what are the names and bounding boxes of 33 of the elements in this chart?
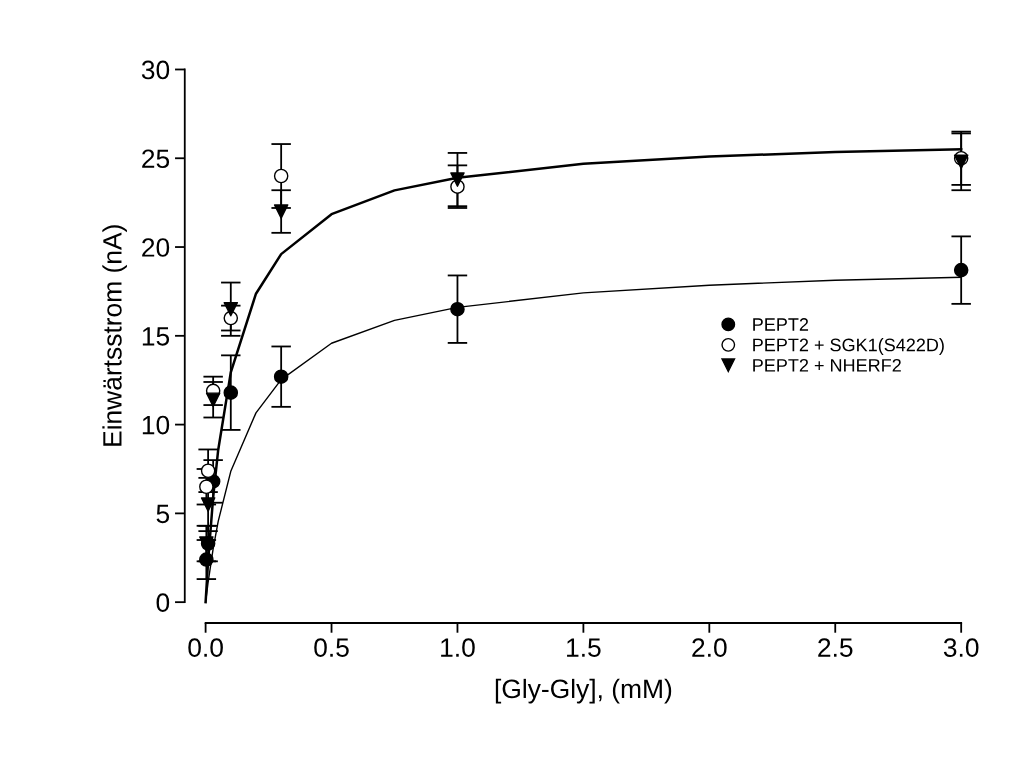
point xyxy=(199,552,214,567)
point xyxy=(450,172,465,187)
x-axis-title: [Gly-Gly], (mM) xyxy=(495,678,672,704)
point xyxy=(450,301,465,317)
x-tick-label: 3.0 xyxy=(943,638,979,657)
point xyxy=(223,385,239,400)
point xyxy=(205,392,221,408)
y-tick-label: 15 xyxy=(142,327,170,346)
y-tick-label: 25 xyxy=(142,149,170,169)
point xyxy=(953,262,969,278)
x-tick-label: 1.5 xyxy=(567,638,601,657)
point xyxy=(953,154,969,170)
y-tick-label: 20 xyxy=(142,238,170,257)
legend-label: PEPT2 + NHERF2 xyxy=(753,358,901,372)
point xyxy=(223,301,239,317)
point xyxy=(200,463,216,479)
legend-label: PEPT2 + SGK1(S422D) xyxy=(753,338,944,355)
point xyxy=(200,497,216,512)
y-axis-title: Einwärtsstrom (nA) xyxy=(102,225,127,446)
y-tick-label: 0 xyxy=(156,593,170,612)
point xyxy=(273,204,289,219)
point xyxy=(273,168,289,184)
y-tick-label: 5 xyxy=(156,504,170,524)
y-tick-label: 10 xyxy=(142,415,170,435)
point xyxy=(273,369,289,384)
x-tick-label: 2.5 xyxy=(818,638,853,657)
x-tick-label: 2.0 xyxy=(692,638,727,657)
point xyxy=(199,479,214,495)
legend-label: PEPT2 xyxy=(753,318,809,331)
x-tick-label: 0.0 xyxy=(188,638,223,657)
x-tick-label: 1.0 xyxy=(441,638,475,657)
y-tick-label: 30 xyxy=(141,60,170,80)
x-tick-label: 0.5 xyxy=(314,638,349,657)
